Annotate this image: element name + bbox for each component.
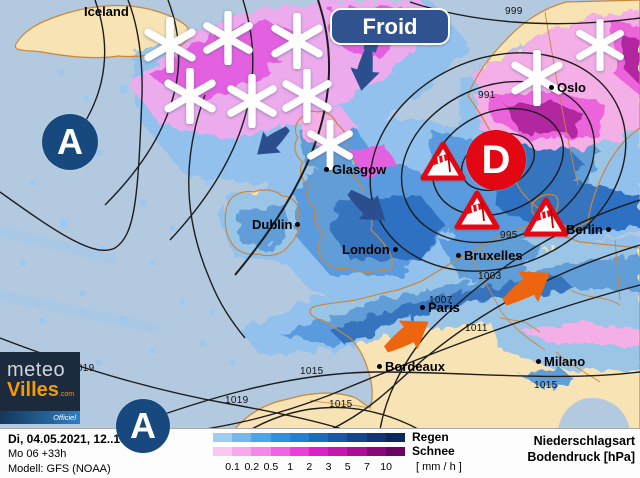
legend-rain-segment xyxy=(289,433,310,442)
legend-rain-segment xyxy=(347,433,367,442)
legend-tick: 10 xyxy=(380,461,392,473)
legend-rain-segment xyxy=(366,433,386,442)
legend-snow-segment xyxy=(347,447,367,456)
legend-tick: 0.5 xyxy=(263,461,279,473)
legend-tick: 0.1 xyxy=(225,461,240,473)
legend-ticks: 0.1 0.2 0.5 1 2 3 5 7 10 xyxy=(213,461,405,473)
legend-snow-segment xyxy=(232,447,252,456)
sea-genoa xyxy=(558,398,630,430)
logo-tld: .com xyxy=(58,391,75,398)
legend-tick: 1 xyxy=(287,461,294,473)
legend-rain-label: Regen xyxy=(412,430,449,444)
legend-snow-segment xyxy=(213,447,233,456)
footer-date: Di, 04.05.2021, 12..15 xyxy=(8,432,127,446)
logo-meteo: meteo xyxy=(7,359,66,381)
legend-tick: 0.2 xyxy=(244,461,260,473)
legend-snow-segment xyxy=(309,447,329,456)
legend-snow-segment xyxy=(270,447,290,456)
legend-snow-segment xyxy=(328,447,348,456)
logo-officiel-badge: Officiel xyxy=(0,411,80,424)
footer-model: Modell: GFS (NOAA) xyxy=(8,463,111,475)
legend-unit: [ mm / h ] xyxy=(416,461,462,473)
legend-snow-segment xyxy=(251,447,271,456)
footer-left: Di, 04.05.2021, 12..15 Mo 06 +33h Modell… xyxy=(8,431,127,477)
legend-tick: 7 xyxy=(363,461,370,473)
footer-right-subtitle: Bodendruck [hPa] xyxy=(527,450,635,464)
precipitation-legend: Regen Schnee 0.1 0.2 0.5 1 2 3 5 7 10 [ mm / h ] xyxy=(213,430,513,473)
legend-snow-segment xyxy=(289,447,310,456)
legend-snow-bar xyxy=(213,447,406,456)
legend-rain-bar xyxy=(213,433,406,442)
legend-snow-segment xyxy=(385,447,406,456)
legend-rain-segment xyxy=(251,433,271,442)
legend-rain-segment xyxy=(270,433,290,442)
legend-rain-segment xyxy=(385,433,406,442)
footer-run: Mo 06 +33h xyxy=(8,448,67,460)
legend-tick: 3 xyxy=(325,461,332,473)
footer-right-title: Niederschlagsart xyxy=(533,434,635,448)
legend-snow-segment xyxy=(366,447,386,456)
legend-tick: 2 xyxy=(306,461,313,473)
legend-tick: 5 xyxy=(344,461,351,473)
legend-rain-segment xyxy=(328,433,348,442)
legend-rain-segment xyxy=(213,433,233,442)
meteovilles-logo: meteo Villes.com Officiel xyxy=(0,352,80,424)
legend-rain-segment xyxy=(232,433,252,442)
logo-villes: Villes.com xyxy=(7,379,75,401)
footer-right: Niederschlagsart Bodendruck [hPa] xyxy=(527,433,635,465)
map-canvas xyxy=(0,0,640,430)
legend-snow-label: Schnee xyxy=(412,444,455,458)
footer-bar: Di, 04.05.2021, 12..15 Mo 06 +33h Modell… xyxy=(0,428,640,478)
legend-rain-segment xyxy=(309,433,329,442)
